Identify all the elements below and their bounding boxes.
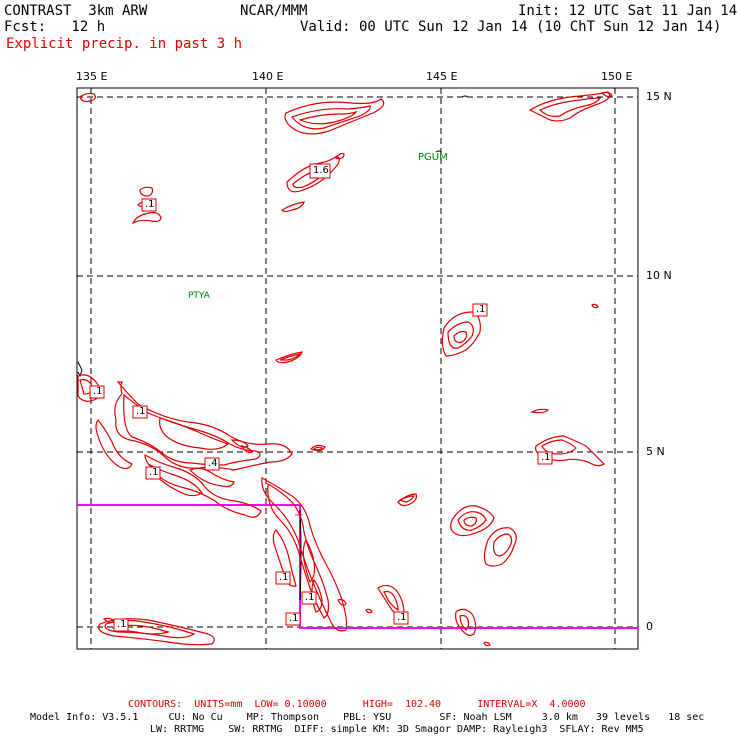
valid-time: Valid: 00 UTC Sun 12 Jan 14 (10 ChT Sun …: [300, 19, 722, 35]
station-label-ptya: PTYA: [188, 291, 210, 301]
contour-label: .1: [305, 592, 315, 603]
precip-contours: [77, 91, 613, 647]
model-title: CONTRAST 3km ARW: [4, 3, 148, 19]
contour-label: .1: [541, 452, 551, 463]
lat-label-0: 0: [646, 620, 653, 633]
contour-label: .1: [476, 304, 486, 315]
org-label: NCAR/MMM: [240, 3, 308, 19]
lat-label-10n: 10 N: [646, 269, 672, 282]
field-title: Explicit precip. in past 3 h: [6, 36, 243, 52]
contour-label: .1: [149, 467, 159, 478]
lon-label-135: 135 E: [76, 70, 108, 83]
init-time: Init: 12 UTC Sat 11 Jan 14: [518, 3, 738, 19]
map-frame: [76, 87, 639, 650]
model-info-line-2: LW: RRTMG SW: RRTMG DIFF: simple KM: 3D …: [150, 724, 644, 735]
inner-domain-box: [77, 504, 638, 629]
contour-label: 1.6: [313, 165, 329, 176]
model-info-line-1: Model Info: V3.5.1 CU: No Cu MP: Thompso…: [30, 712, 705, 723]
precip-map: [76, 87, 639, 650]
graticule: [77, 88, 638, 649]
lon-label-145: 145 E: [426, 70, 458, 83]
contour-label: .1: [117, 619, 127, 630]
coastlines: [77, 95, 469, 601]
contour-label-boxes: [89, 163, 553, 632]
lon-label-140: 140 E: [252, 70, 284, 83]
contour-label: .1: [145, 199, 155, 210]
contour-info: CONTOURS: UNITS=mm LOW= 0.10000 HIGH= 10…: [128, 699, 586, 710]
lat-label-5n: 5 N: [646, 445, 665, 458]
contour-label: .1: [136, 406, 146, 417]
lon-label-150: 150 E: [601, 70, 633, 83]
lat-label-15n: 15 N: [646, 90, 672, 103]
contour-label: .4: [208, 458, 218, 469]
contour-label: .1: [397, 612, 407, 623]
contour-label: .1: [93, 386, 103, 397]
contour-label: .1: [289, 613, 299, 624]
forecast-hour: Fcst: 12 h: [4, 19, 106, 35]
contour-label: .1: [279, 572, 289, 583]
station-label-pgum: PGUM: [418, 152, 448, 163]
